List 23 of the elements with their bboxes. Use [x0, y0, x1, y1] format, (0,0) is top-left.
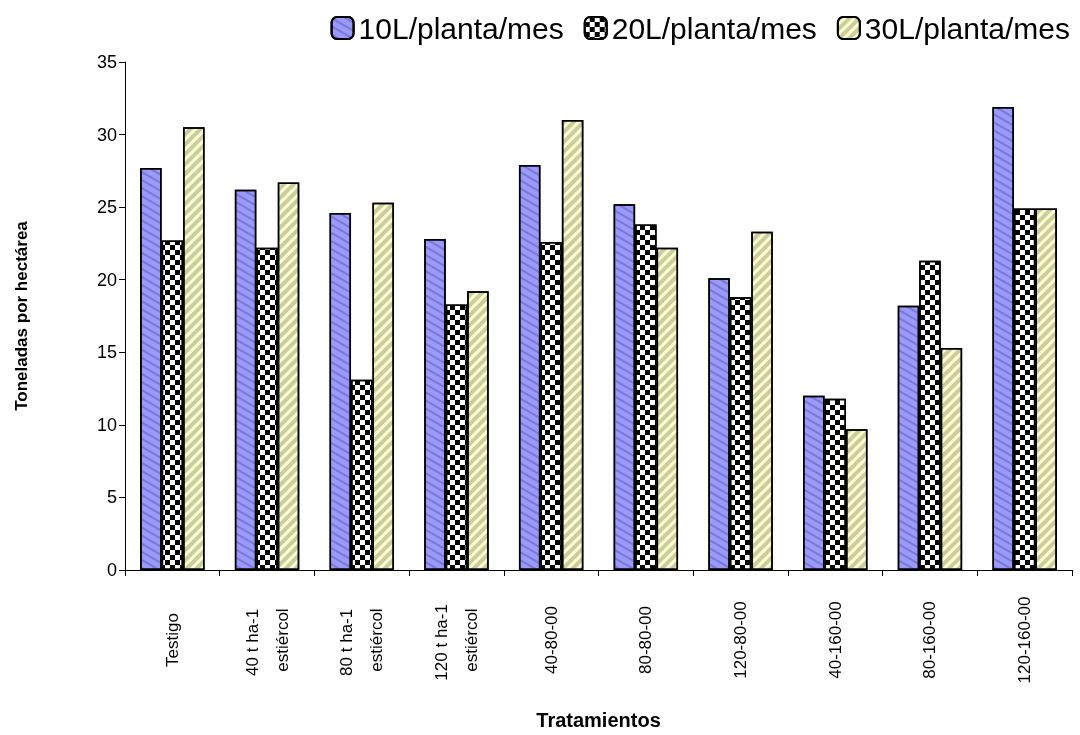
x-tick-label: 80-160-00: [920, 601, 940, 679]
x-tick-label: 120-80-00: [731, 601, 751, 679]
y-tick-label: 10: [96, 414, 117, 435]
y-tick-label: 20: [96, 269, 117, 290]
y-axis-title: Toneladas por hectárea: [12, 220, 31, 411]
x-tick-label: 40 t ha-1 estiércol: [242, 604, 292, 676]
legend-label: 30L/planta/mes: [864, 11, 1070, 45]
x-tick-label: 40-160-00: [825, 601, 845, 679]
y-tick-label: 25: [96, 197, 117, 218]
x-tick-label: Testigo: [162, 613, 182, 667]
x-tick-label: 40-80-00: [541, 605, 561, 675]
x-tick-label: 120 t ha-1 estiércol: [431, 599, 481, 681]
legend-label: 10L/planta/mes: [358, 11, 564, 45]
x-axis-title: Tratamientos: [536, 709, 661, 731]
y-tick-label: 35: [96, 52, 117, 72]
x-tick-label: 80-80-00: [636, 605, 656, 675]
y-tick-label: 0: [106, 560, 117, 580]
x-tick-label: 80 t ha-1 estiércol: [337, 604, 387, 676]
y-tick-label: 15: [96, 342, 117, 363]
y-tick-label: 30: [96, 124, 117, 145]
y-tick-label: 5: [106, 487, 117, 508]
legend-label: 20L/planta/mes: [611, 11, 817, 45]
x-tick-label: 120-160-00: [1015, 596, 1035, 684]
